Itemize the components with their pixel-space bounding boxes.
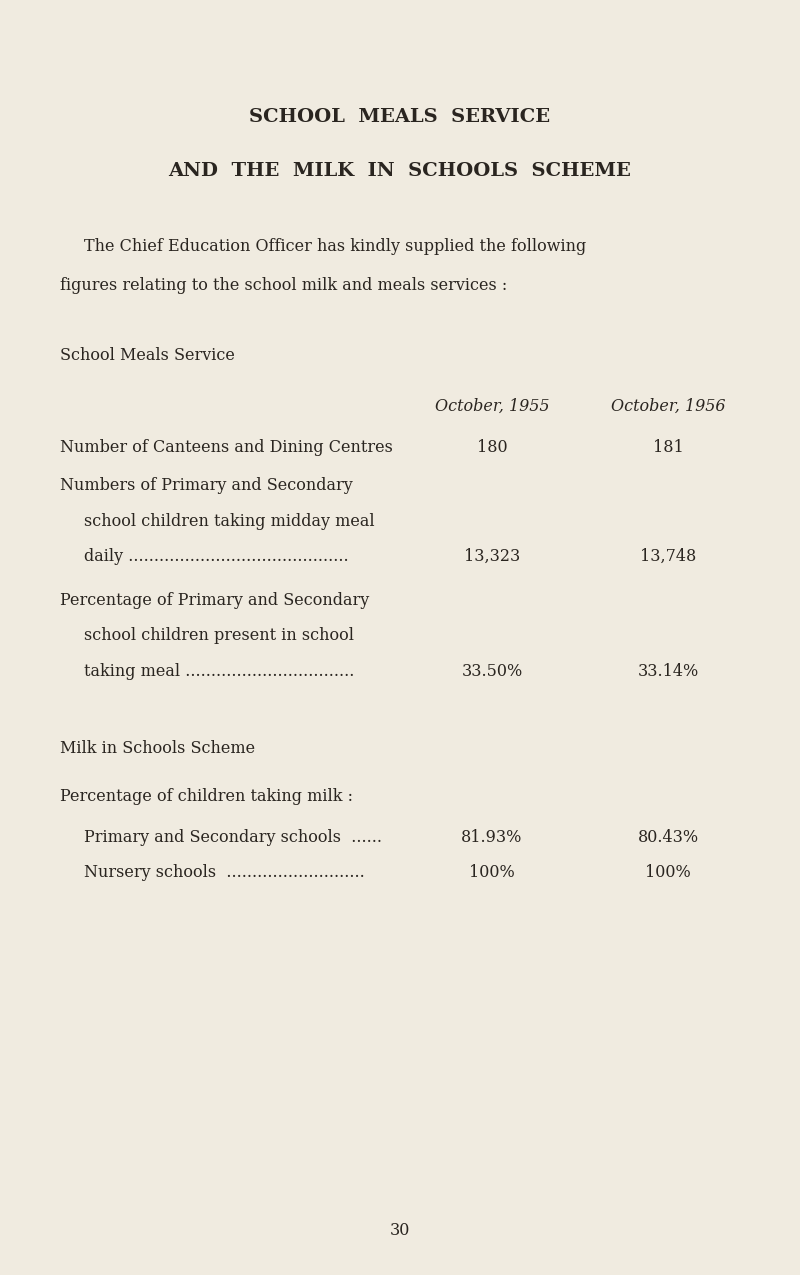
Text: 33.50%: 33.50% [462,663,522,680]
Text: 80.43%: 80.43% [638,829,698,845]
Text: 81.93%: 81.93% [462,829,522,845]
Text: October, 1956: October, 1956 [610,398,726,414]
Text: 181: 181 [653,439,683,455]
Text: AND  THE  MILK  IN  SCHOOLS  SCHEME: AND THE MILK IN SCHOOLS SCHEME [169,162,631,180]
Text: SCHOOL  MEALS  SERVICE: SCHOOL MEALS SERVICE [250,108,550,126]
Text: Number of Canteens and Dining Centres: Number of Canteens and Dining Centres [60,439,393,455]
Text: Numbers of Primary and Secondary: Numbers of Primary and Secondary [60,477,353,493]
Text: Percentage of children taking milk :: Percentage of children taking milk : [60,788,353,805]
Text: 33.14%: 33.14% [638,663,698,680]
Text: school children present in school: school children present in school [84,627,354,644]
Text: 30: 30 [390,1223,410,1239]
Text: 180: 180 [477,439,507,455]
Text: The Chief Education Officer has kindly supplied the following: The Chief Education Officer has kindly s… [84,238,586,255]
Text: taking meal .................................: taking meal ............................… [84,663,354,680]
Text: 100%: 100% [645,864,691,881]
Text: 13,323: 13,323 [464,548,520,565]
Text: Percentage of Primary and Secondary: Percentage of Primary and Secondary [60,592,370,608]
Text: Primary and Secondary schools  ......: Primary and Secondary schools ...... [84,829,382,845]
Text: figures relating to the school milk and meals services :: figures relating to the school milk and … [60,277,507,293]
Text: October, 1955: October, 1955 [434,398,550,414]
Text: 13,748: 13,748 [640,548,696,565]
Text: Milk in Schools Scheme: Milk in Schools Scheme [60,740,255,756]
Text: School Meals Service: School Meals Service [60,347,235,363]
Text: school children taking midday meal: school children taking midday meal [84,513,374,529]
Text: 100%: 100% [469,864,515,881]
Text: Nursery schools  ...........................: Nursery schools ........................… [84,864,365,881]
Text: daily ...........................................: daily ..................................… [84,548,349,565]
